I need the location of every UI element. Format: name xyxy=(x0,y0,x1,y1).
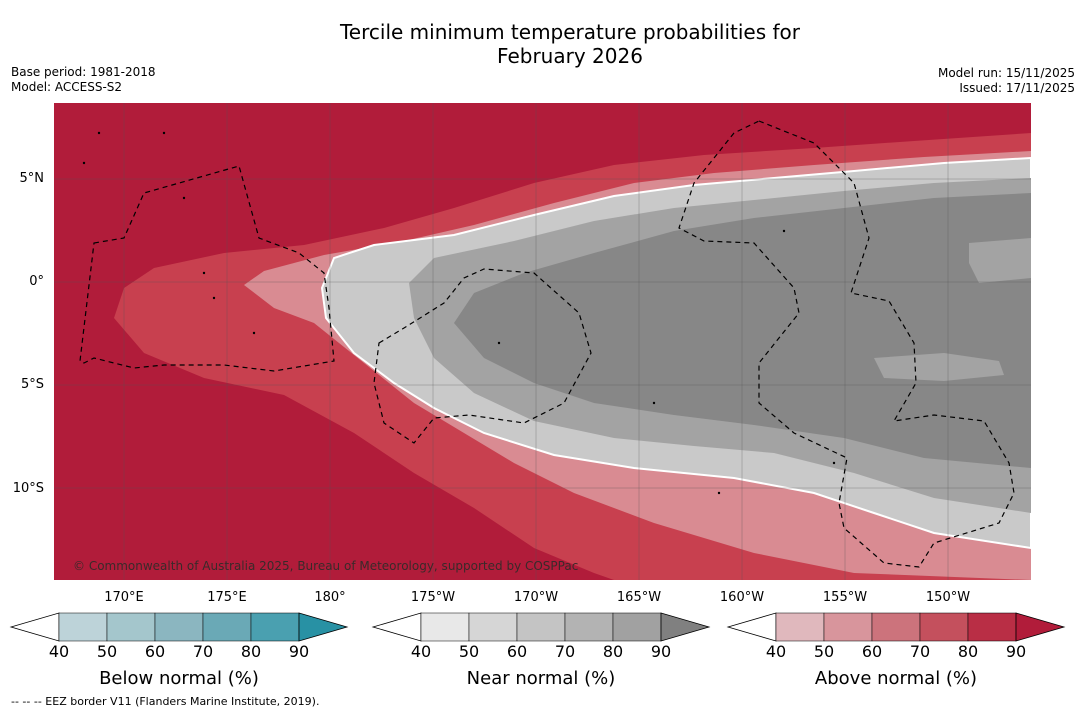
tick-below-50: 50 xyxy=(96,642,118,661)
colorbar-near-segment-4 xyxy=(612,612,662,642)
tick-above-80: 80 xyxy=(957,642,979,661)
lon-label-170w: 170°W xyxy=(513,590,559,605)
lat-label-5s: 5°S xyxy=(20,377,44,392)
tick-below-40: 40 xyxy=(48,642,70,661)
colorbar-above-segment-4 xyxy=(967,612,1017,642)
colorbar-near-svg xyxy=(371,612,711,642)
colorbar-below-title: Below normal (%) xyxy=(99,668,259,689)
colorbar-below-under-arrow xyxy=(9,612,60,642)
lon-label-175e: 175°E xyxy=(207,590,247,605)
grid-lines xyxy=(54,103,1031,580)
tick-below-80: 80 xyxy=(240,642,262,661)
eez-border-west xyxy=(79,165,335,372)
colorbar-near-under-arrow xyxy=(371,612,422,642)
colorbar-above-svg xyxy=(726,612,1066,642)
colorbar-near xyxy=(371,612,711,642)
tick-near-40: 40 xyxy=(410,642,432,661)
colorbar-below xyxy=(9,612,349,642)
lon-label-175w: 175°W xyxy=(410,590,456,605)
map-title: Tercile minimum temperature probabilitie… xyxy=(0,20,1085,68)
copyright-notice: © Commonwealth of Australia 2025, Bureau… xyxy=(73,559,579,573)
tick-near-90: 90 xyxy=(650,642,672,661)
model-name: Model: ACCESS-S2 xyxy=(11,80,123,94)
colorbar-below-over-arrow xyxy=(298,612,349,642)
colorbar-above xyxy=(726,612,1066,642)
tick-above-40: 40 xyxy=(765,642,787,661)
issued-date: Issued: 17/11/2025 xyxy=(959,81,1075,95)
lat-label-0: 0° xyxy=(29,274,44,289)
eez-footnote: -- -- -- EEZ border V11 (Flanders Marine… xyxy=(11,695,320,708)
tick-near-60: 60 xyxy=(506,642,528,661)
colorbar-below-segment-1 xyxy=(106,612,156,642)
colorbar-near-over-arrow xyxy=(660,612,711,642)
colorbar-near-segment-0 xyxy=(420,612,470,642)
colorbar-near-segment-1 xyxy=(468,612,518,642)
base-period: Base period: 1981-2018 xyxy=(11,65,156,79)
colorbar-above-segment-3 xyxy=(919,612,969,642)
tick-below-60: 60 xyxy=(144,642,166,661)
lon-label-165w: 165°W xyxy=(616,590,662,605)
near-dark-region xyxy=(454,193,1031,468)
colorbar-above-segment-0 xyxy=(775,612,825,642)
meta-left: Base period: 1981-2018 Model: ACCESS-S2 xyxy=(11,65,156,95)
colorbar-below-segment-3 xyxy=(202,612,252,642)
colorbar-above-under-arrow xyxy=(726,612,777,642)
tick-below-90: 90 xyxy=(288,642,310,661)
tick-above-90: 90 xyxy=(1005,642,1027,661)
tick-near-50: 50 xyxy=(458,642,480,661)
colorbar-below-segment-4 xyxy=(250,612,300,642)
colorbar-near-segment-3 xyxy=(564,612,614,642)
meta-right: Model run: 15/11/2025 Issued: 17/11/2025 xyxy=(938,66,1075,96)
near-mid-patch xyxy=(874,353,1004,381)
tick-above-60: 60 xyxy=(861,642,883,661)
tick-above-70: 70 xyxy=(909,642,931,661)
colorbar-above-over-arrow xyxy=(1015,612,1066,642)
lon-label-180: 180° xyxy=(314,590,346,605)
lat-label-10s: 10°S xyxy=(12,481,44,496)
eez-border-central xyxy=(373,268,592,444)
colorbar-below-segment-0 xyxy=(58,612,108,642)
tick-near-80: 80 xyxy=(602,642,624,661)
colorbar-below-segment-2 xyxy=(154,612,204,642)
tick-near-70: 70 xyxy=(554,642,576,661)
colorbar-near-title: Near normal (%) xyxy=(466,668,616,689)
eez-border-east xyxy=(678,120,1015,568)
title-line-1: Tercile minimum temperature probabilitie… xyxy=(339,20,801,44)
colorbar-near-segment-2 xyxy=(516,612,566,642)
map-svg xyxy=(54,103,1031,580)
lon-label-170e: 170°E xyxy=(104,590,144,605)
lon-label-160w: 160°W xyxy=(719,590,765,605)
eez-borders xyxy=(79,120,1015,568)
colorbar-below-svg xyxy=(9,612,349,642)
title-line-2: February 2026 xyxy=(497,44,643,68)
probability-map xyxy=(54,103,1031,580)
island-dots xyxy=(82,131,836,495)
near-mid-patch-2 xyxy=(969,238,1031,283)
lon-label-150w: 150°W xyxy=(925,590,971,605)
colorbar-above-title: Above normal (%) xyxy=(814,668,978,689)
colorbar-above-segment-2 xyxy=(871,612,921,642)
model-run: Model run: 15/11/2025 xyxy=(937,66,1075,80)
lon-label-155w: 155°W xyxy=(822,590,868,605)
colorbar-above-segment-1 xyxy=(823,612,873,642)
tick-above-50: 50 xyxy=(813,642,835,661)
tick-below-70: 70 xyxy=(192,642,214,661)
lat-label-5n: 5°N xyxy=(19,171,45,186)
